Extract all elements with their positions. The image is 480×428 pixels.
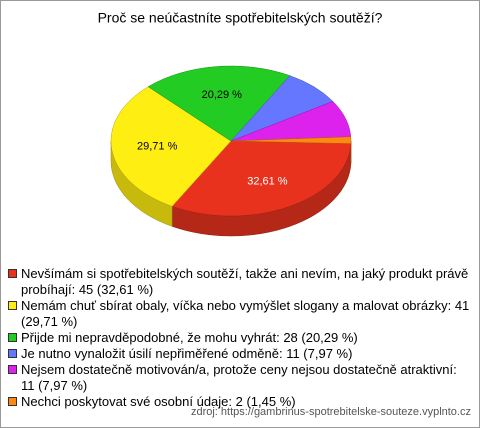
legend-label: Přijde mi nepravděpodobné, že mohu vyhrá… <box>21 330 358 345</box>
legend-label: Nejsem dostatečně motivován/a, protože c… <box>21 362 457 393</box>
legend-item: Nejsem dostatečně motivován/a, protože c… <box>8 362 470 394</box>
legend-label: Nemám chuť sbírat obaly, víčka nebo vymý… <box>21 298 470 329</box>
legend-item: Nevšímám si spotřebitelských soutěží, ta… <box>8 266 470 298</box>
legend-swatch <box>8 397 17 406</box>
pie-slice <box>110 86 232 207</box>
legend-swatch <box>8 349 17 358</box>
legend-swatch <box>8 269 17 278</box>
legend-item: Nemám chuť sbírat obaly, víčka nebo vymý… <box>8 298 470 330</box>
legend-item: Přijde mi nepravděpodobné, že mohu vyhrá… <box>8 330 470 346</box>
source: zdroj: https://gambrinus-spotrebitelske-… <box>190 406 471 418</box>
pie-slice <box>147 65 291 142</box>
data-label: 20,29 % <box>202 89 243 101</box>
legend-swatch <box>8 301 17 310</box>
legend-item: Je nutno vynaložit úsilí nepřiměřené odm… <box>8 346 470 362</box>
legend-swatch <box>8 333 17 342</box>
legend-label: Je nutno vynaložit úsilí nepřiměřené odm… <box>21 346 353 361</box>
legend-item: Nechci poskytovat své osobní údaje: 2 (1… <box>8 394 470 410</box>
chart-title: Proč se neúčastníte spotřebitelských sou… <box>98 10 383 26</box>
legend-swatch <box>8 365 17 374</box>
data-label: 32,61 % <box>247 175 288 187</box>
legend-label: Nechci poskytovat své osobní údaje: 2 (1… <box>21 394 296 409</box>
pie-area: Proč se neúčastníte spotřebitelských sou… <box>98 10 383 237</box>
pie-slice <box>171 140 352 217</box>
legend-label: Nevšímám si spotřebitelských soutěží, ta… <box>21 266 469 297</box>
legend: Nevšímám si spotřebitelských soutěží, ta… <box>8 266 470 410</box>
data-label: 29,71 % <box>137 141 178 153</box>
pie-slice <box>230 136 352 144</box>
